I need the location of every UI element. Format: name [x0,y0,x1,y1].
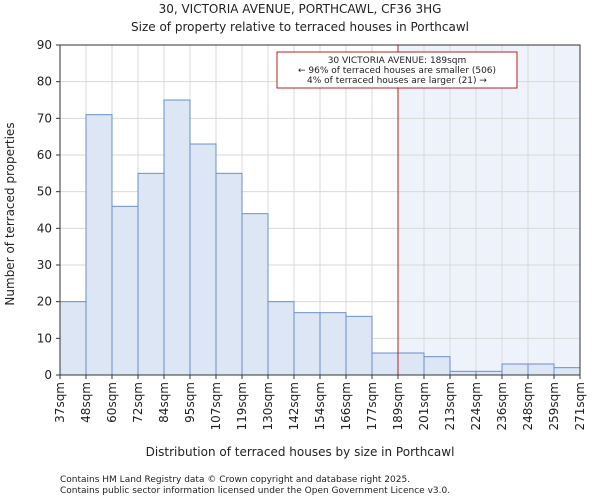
annotation-line-3: 4% of terraced houses are larger (21) → [307,76,487,86]
bar [553,367,581,376]
x-tick-label: 72sqm [131,382,145,423]
bar [345,315,373,376]
x-tick-label: 259sqm [547,382,561,430]
y-tick-label: 60 [37,148,52,162]
bar [527,363,555,376]
y-tick-label: 10 [37,331,52,345]
bar [371,352,399,376]
bar [423,356,451,376]
x-axis-label: Distribution of terraced houses by size … [146,445,455,459]
bar [397,352,425,376]
highlight-region [398,45,580,375]
footer-line1: Contains HM Land Registry data © Crown c… [60,475,410,485]
y-tick-label: 40 [37,221,52,235]
x-tick-label: 142sqm [287,382,301,430]
plot-area: 0 10 20 30 40 50 60 70 80 90 37sqm 48sqm 60sqm 72sqm 8… [37,38,587,430]
bar [293,312,321,376]
bar [59,301,87,376]
y-tick-label: 50 [37,185,52,199]
chart-title-line2: Size of property relative to terraced ho… [131,20,469,34]
bar [163,99,191,376]
bar [85,114,113,376]
y-tick-label: 30 [37,258,52,272]
bar [111,205,139,376]
x-tick-label: 84sqm [157,382,171,423]
y-axis-label: Number of terraced properties [3,122,17,305]
x-tick-label: 166sqm [339,382,353,430]
x-tick-label: 130sqm [261,382,275,430]
y-tick-label: 90 [37,38,52,52]
x-tick-label: 37sqm [53,382,67,423]
bar [189,143,217,376]
bar [137,172,165,376]
bar [215,172,243,376]
bar [501,363,529,376]
y-tick-label: 70 [37,111,52,125]
y-tick-label: 0 [44,368,52,382]
x-tick-label: 107sqm [209,382,223,430]
x-tick-label: 177sqm [365,382,379,430]
x-tick-label: 189sqm [391,382,405,430]
bar [241,213,269,376]
annotation-box [276,51,518,89]
x-tick-label: 248sqm [521,382,535,430]
footer-line2: Contains public sector information licen… [60,486,450,496]
x-tick-label: 213sqm [443,382,457,430]
x-tick-label: 119sqm [235,382,249,430]
x-tick-label: 271sqm [573,382,587,430]
bar [449,370,477,376]
bar [319,312,347,376]
x-tick-label: 60sqm [105,382,119,423]
y-tick-label: 20 [37,295,52,309]
x-tick-label: 95sqm [183,382,197,423]
bar [475,370,503,376]
chart-title-line1: 30, VICTORIA AVENUE, PORTHCAWL, CF36 3HG [159,2,442,16]
y-tick-label: 80 [37,75,52,89]
x-tick-label: 154sqm [313,382,327,430]
x-tick-label: 224sqm [469,382,483,430]
x-tick-label: 236sqm [495,382,509,430]
annotation-line-1: 30 VICTORIA AVENUE: 189sqm [328,56,467,66]
x-tick-label: 48sqm [79,382,93,423]
bar [267,301,295,376]
x-tick-label: 201sqm [417,382,431,430]
annotation-line-2: ← 96% of terraced houses are smaller (50… [298,66,496,76]
